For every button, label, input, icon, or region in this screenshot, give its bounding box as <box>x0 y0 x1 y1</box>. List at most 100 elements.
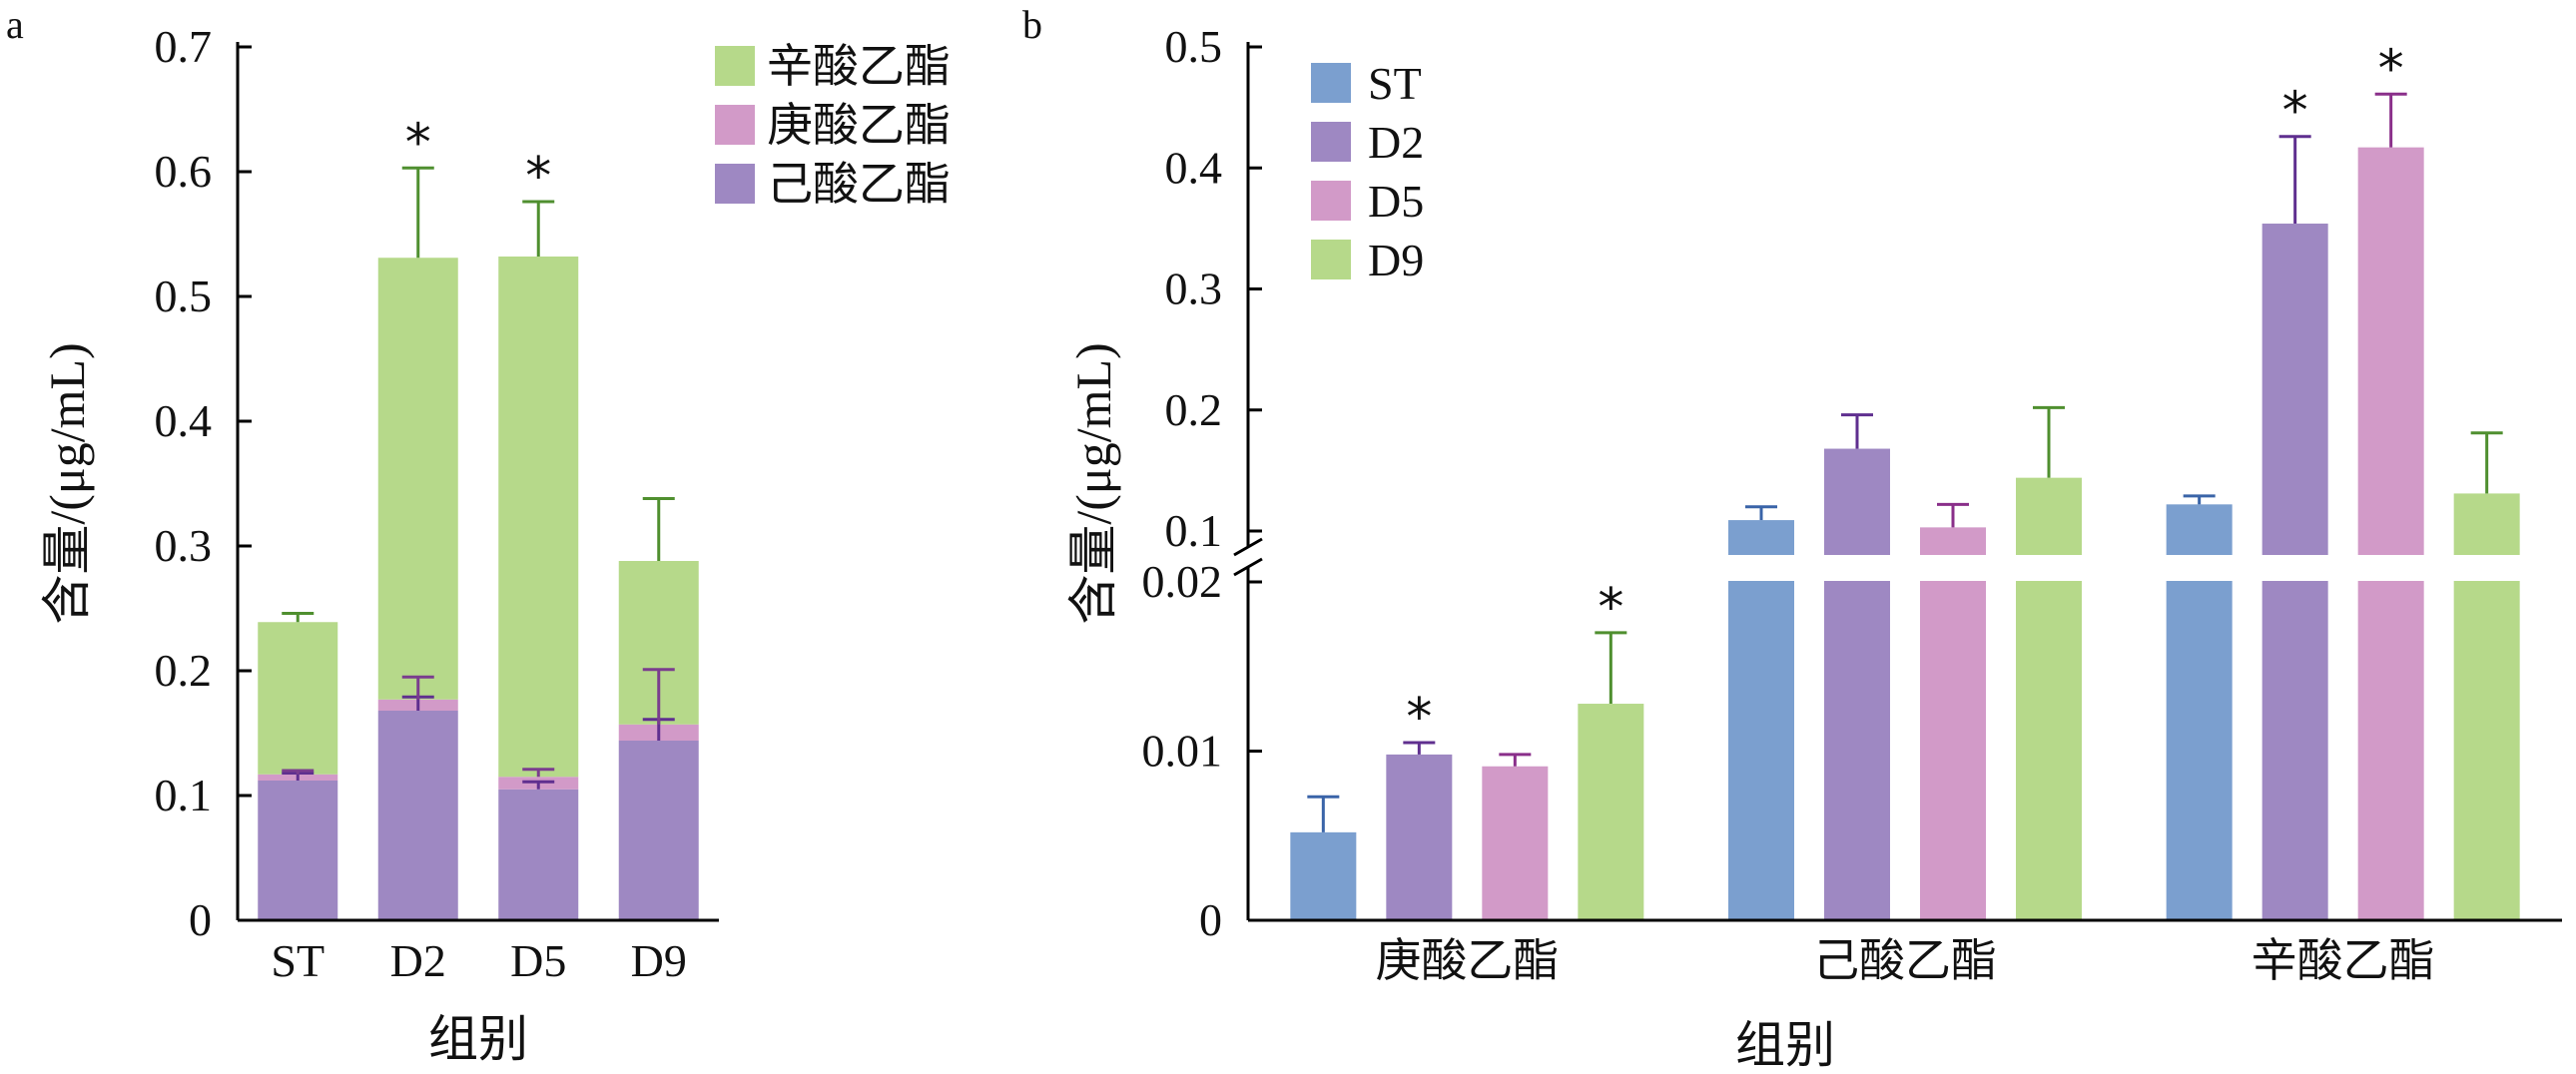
bar-b-庚酸乙酯-D2 <box>1386 754 1453 920</box>
bar-b-辛酸乙酯-D5-lower <box>2357 581 2424 920</box>
bar-a-D5-series-2 <box>498 257 579 778</box>
bar-a-ST-series-0 <box>258 781 338 920</box>
legend-label-b-3: D9 <box>1368 235 1424 285</box>
error-bar-b-辛酸乙酯-D9 <box>2470 431 2503 494</box>
legend-label-a-0: 己酸乙酯 <box>767 159 951 210</box>
panel-label-a: a <box>6 2 24 47</box>
bar-b-庚酸乙酯-ST <box>1290 831 1357 920</box>
significance-mark-b-庚酸乙酯-D2: * <box>1406 688 1432 748</box>
chart-panel-b: b * * 庚酸乙酯 己酸乙酯 * * 辛酸乙酯 0.1 0.2 0.3 0.4 0.5 0 0.01 0.… <box>1022 2 2566 1073</box>
legend-label-a-1: 庚酸乙酯 <box>767 100 951 151</box>
legend-label-b-0: ST <box>1368 58 1422 109</box>
y-tick-label-b-lower-0: 0 <box>1199 894 1222 945</box>
significance-mark-a-D5: * <box>525 147 551 207</box>
bar-b-己酸乙酯-D9-lower <box>2016 581 2082 920</box>
bar-b-庚酸乙酯-D5 <box>1482 766 1549 920</box>
y-tick-label-b-upper-1: 0.2 <box>1165 384 1223 435</box>
legend-label-b-2: D5 <box>1368 176 1424 227</box>
legend-swatch-b-3 <box>1311 240 1351 279</box>
bar-b-辛酸乙酯-ST-upper <box>2166 504 2233 555</box>
y-tick-label-a-6: 0.6 <box>155 146 213 197</box>
bar-b-己酸乙酯-D5-lower <box>1920 581 1986 920</box>
significance-mark-a-D2: * <box>405 113 431 173</box>
axis-break-mark-b-2 <box>1233 557 1263 577</box>
error-bar-b-庚酸乙酯-D2 <box>1403 741 1436 755</box>
y-tick-label-b-lower-2: 0.02 <box>1142 556 1223 607</box>
y-tick-label-b-upper-3: 0.4 <box>1165 142 1223 193</box>
x-tick-label-a-D5: D5 <box>510 935 566 986</box>
bar-a-D9-series-0 <box>618 741 699 920</box>
significance-mark-b-辛酸乙酯-D5: * <box>2378 39 2404 99</box>
legend-swatch-b-2 <box>1311 181 1351 221</box>
error-bar-a-ST-series-2 <box>282 612 315 623</box>
x-tick-label-b-1: 己酸乙酯 <box>1813 935 1997 986</box>
bar-b-辛酸乙酯-D2-upper <box>2261 224 2328 555</box>
error-bar-b-辛酸乙酯-D5 <box>2374 92 2407 148</box>
bar-a-D5-series-0 <box>498 789 579 920</box>
y-axis-title-a: 含量/(μg/mL) <box>39 342 95 624</box>
y-tick-label-a-0: 0 <box>189 894 212 945</box>
bar-b-己酸乙酯-D2-upper <box>1824 448 1890 555</box>
y-tick-label-b-upper-2: 0.3 <box>1165 264 1223 314</box>
error-bar-b-庚酸乙酯-ST <box>1307 795 1340 832</box>
x-tick-label-a-ST: ST <box>271 935 324 986</box>
error-bar-b-己酸乙酯-D2 <box>1841 413 1873 449</box>
bar-a-D2-series-2 <box>377 258 458 700</box>
bar-a-ST-series-2 <box>258 622 338 775</box>
error-bar-b-庚酸乙酯-D5 <box>1499 753 1532 767</box>
bar-b-己酸乙酯-D5-upper <box>1920 527 1986 555</box>
error-bar-b-己酸乙酯-ST <box>1745 505 1777 521</box>
chart-panel-a: a ST * D2 * D5 D9 0 0.1 0.2 0.3 0.4 0.5 0.6 0.7 组别 含量/(… <box>6 2 951 1067</box>
bar-b-庚酸乙酯-D9 <box>1578 704 1644 920</box>
y-tick-label-a-4: 0.4 <box>155 395 213 446</box>
legend-swatch-a-1 <box>715 105 755 145</box>
bar-b-辛酸乙酯-D2-lower <box>2261 581 2328 920</box>
bar-b-辛酸乙酯-D5-upper <box>2357 147 2424 555</box>
x-axis-title-b: 组别 <box>1735 1017 1835 1073</box>
legend-swatch-b-1 <box>1311 122 1351 162</box>
significance-mark-b-辛酸乙酯-D2: * <box>2282 82 2308 142</box>
error-bar-a-D5-series-1 <box>522 768 555 778</box>
error-bar-b-庚酸乙酯-D9 <box>1595 631 1627 705</box>
significance-mark-b-庚酸乙酯-D9: * <box>1598 578 1623 638</box>
y-tick-label-b-upper-4: 0.5 <box>1165 21 1223 72</box>
axis-break-band-b <box>1252 555 2566 581</box>
bar-b-辛酸乙酯-D9-lower <box>2453 581 2520 920</box>
x-tick-label-a-D2: D2 <box>390 935 446 986</box>
y-tick-label-a-2: 0.2 <box>155 645 213 696</box>
x-tick-label-b-0: 庚酸乙酯 <box>1375 935 1559 986</box>
error-bar-b-己酸乙酯-D5 <box>1937 502 1969 528</box>
error-bar-a-D9-series-1 <box>642 668 675 725</box>
error-bar-b-己酸乙酯-D9 <box>2033 405 2065 478</box>
x-axis-title-a: 组别 <box>428 1011 528 1067</box>
error-bar-a-D2-series-2 <box>401 166 434 259</box>
bar-b-己酸乙酯-ST-upper <box>1728 520 1794 555</box>
y-tick-label-a-7: 0.7 <box>155 21 213 72</box>
y-tick-label-b-lower-1: 0.01 <box>1142 726 1223 777</box>
y-axis-title-b: 含量/(μg/mL) <box>1065 342 1121 624</box>
panel-label-b: b <box>1022 2 1042 47</box>
error-bar-a-D5-series-0 <box>522 780 555 790</box>
y-tick-label-a-3: 0.3 <box>155 520 213 571</box>
legend-label-a-2: 辛酸乙酯 <box>767 41 951 92</box>
legend-label-b-1: D2 <box>1368 117 1424 168</box>
error-bar-b-辛酸乙酯-ST <box>2183 494 2216 505</box>
axis-break-mark-b-1 <box>1233 537 1263 557</box>
bar-b-己酸乙酯-ST-lower <box>1728 581 1794 920</box>
bar-b-辛酸乙酯-ST-lower <box>2166 581 2233 920</box>
legend-swatch-a-0 <box>715 164 755 204</box>
legend-swatch-a-2 <box>715 46 755 86</box>
x-tick-label-a-D9: D9 <box>631 935 687 986</box>
error-bar-a-ST-series-1 <box>282 769 315 775</box>
y-tick-label-b-upper-0: 0.1 <box>1165 505 1223 556</box>
y-tick-label-a-1: 0.1 <box>155 770 213 820</box>
error-bar-a-D5-series-2 <box>522 200 555 257</box>
error-bar-b-辛酸乙酯-D2 <box>2278 135 2311 225</box>
bar-b-辛酸乙酯-D9-upper <box>2453 493 2520 555</box>
error-bar-a-D9-series-2 <box>642 497 675 561</box>
y-tick-label-a-5: 0.5 <box>155 270 213 321</box>
legend-swatch-b-0 <box>1311 63 1351 103</box>
bar-b-己酸乙酯-D2-lower <box>1824 581 1890 920</box>
x-tick-label-b-2: 辛酸乙酯 <box>2252 935 2435 986</box>
